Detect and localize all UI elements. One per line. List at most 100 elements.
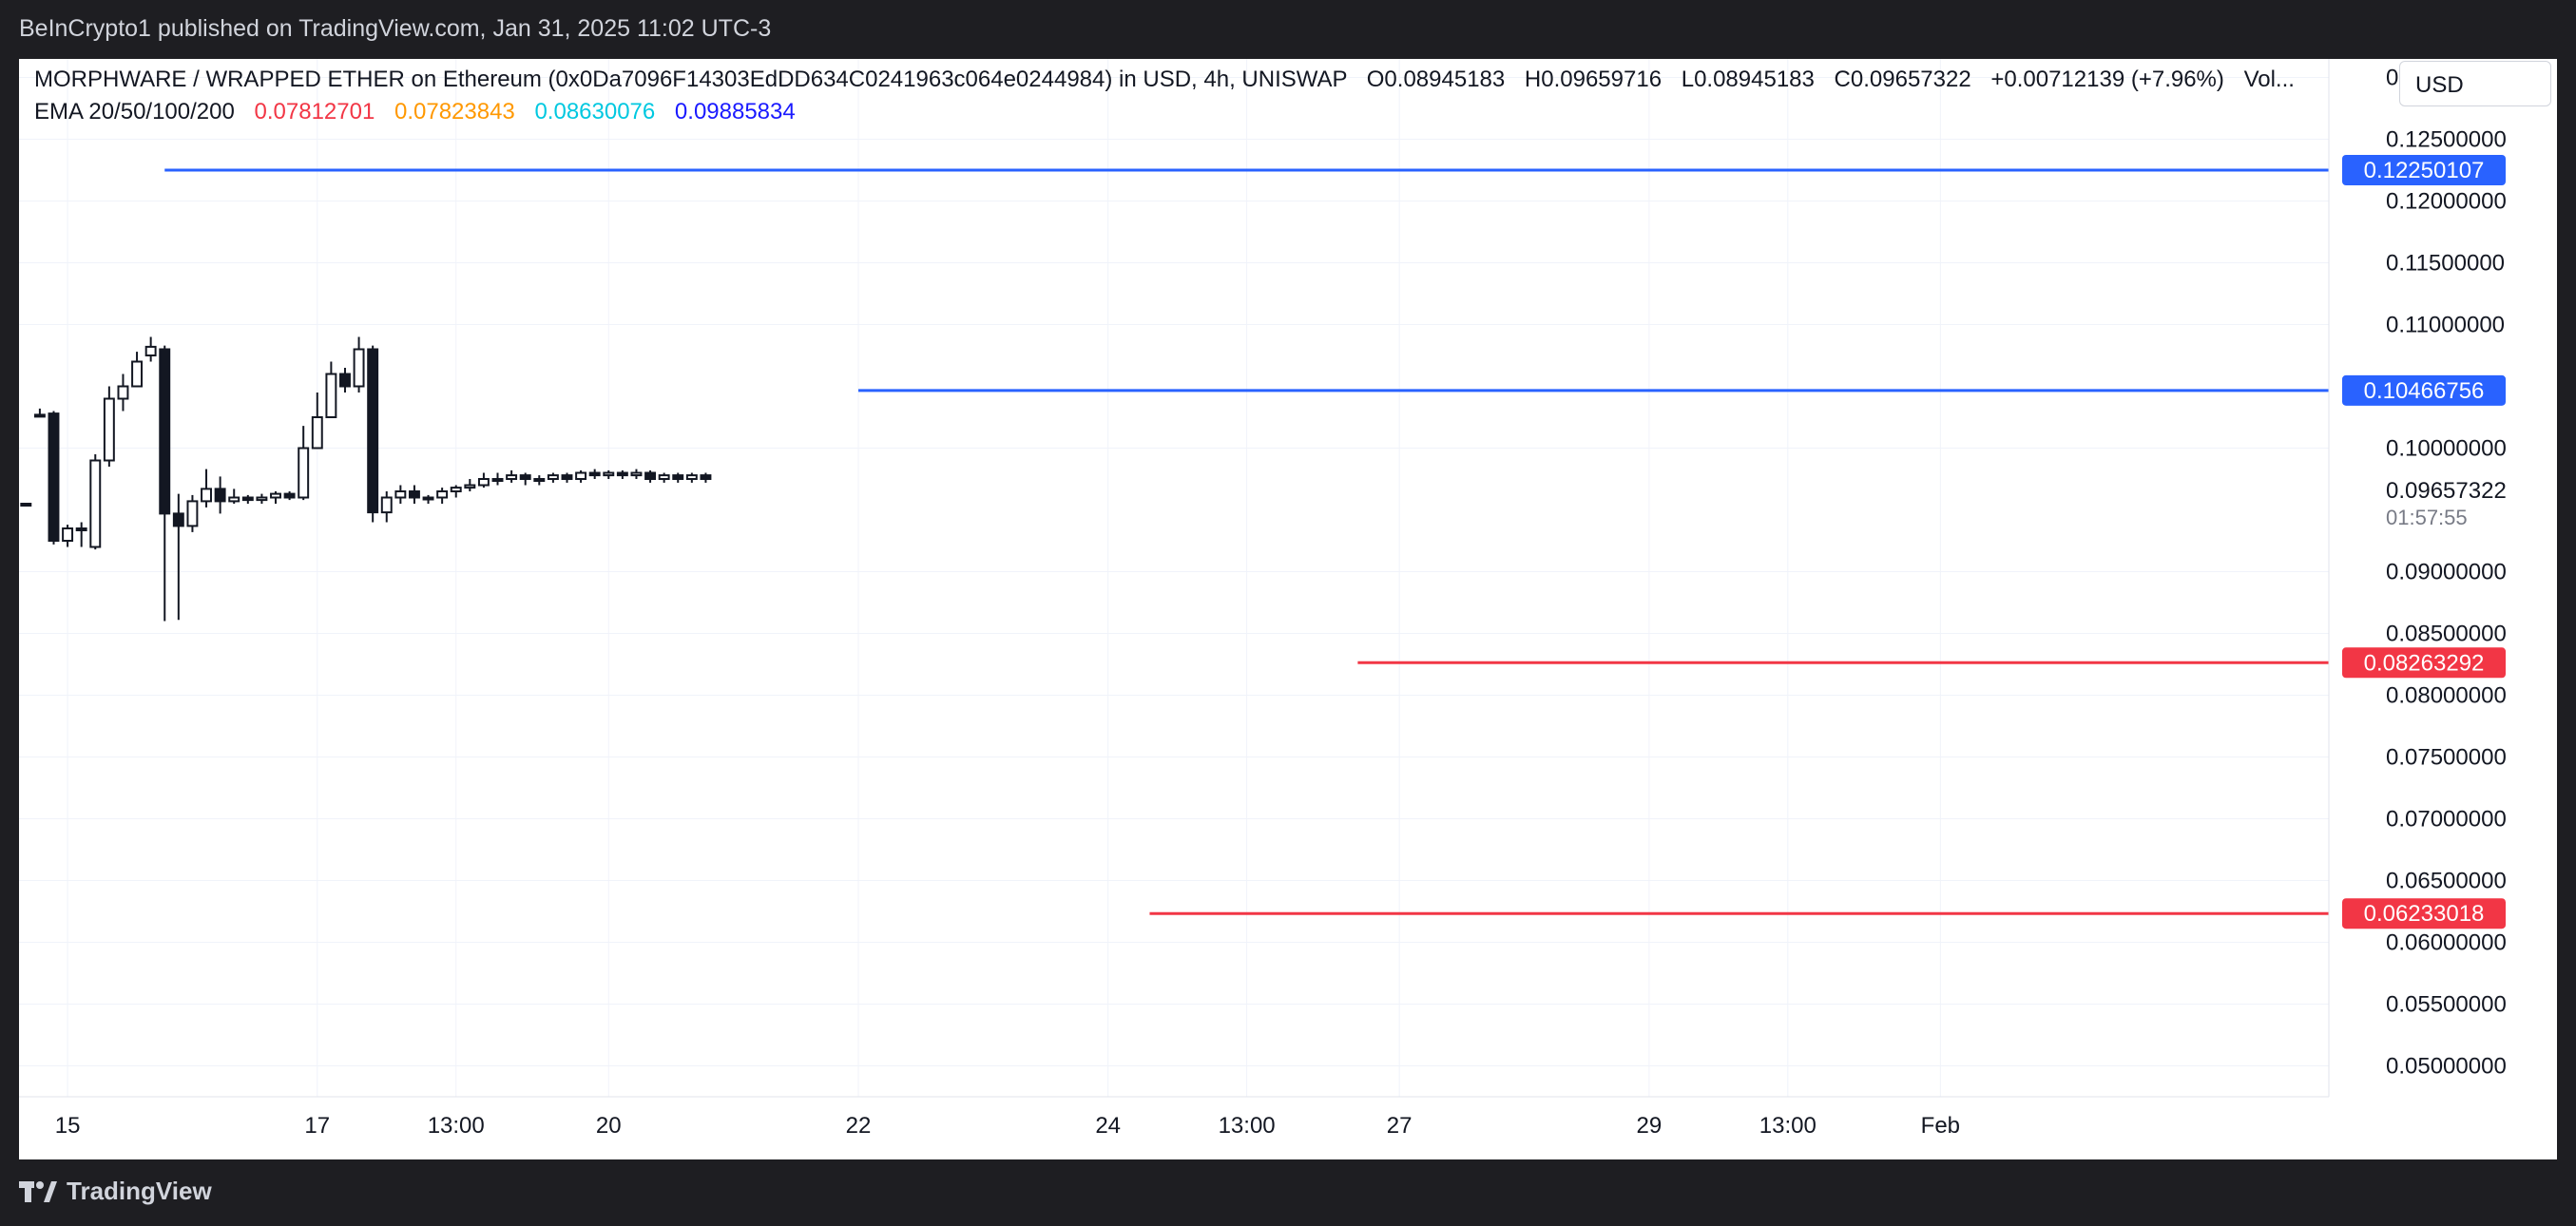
symbol-legend: MORPHWARE / WRAPPED ETHER on Ethereum (0…: [34, 67, 2295, 93]
candle-body: [131, 360, 144, 388]
candle-body: [172, 512, 184, 527]
candle-up: [658, 472, 670, 483]
candle-body: [48, 412, 60, 542]
candle-body: [519, 474, 531, 481]
time-tick-label: 13:00: [428, 1113, 485, 1139]
candle-up: [89, 454, 102, 550]
candle-up: [20, 503, 32, 507]
level-tag-label: 0.12250107: [2364, 158, 2485, 183]
chart-frame[interactable]: 0.05000000 0.05500000 0.06000000 0.06500000…: [19, 59, 2557, 1159]
candle-body: [506, 474, 518, 481]
candle-body: [353, 348, 365, 388]
candle-body: [186, 500, 199, 527]
candle-down: [408, 485, 420, 504]
candle-up: [450, 485, 462, 498]
candle-body: [339, 373, 351, 388]
level-tag-label: 0.08263292: [2364, 650, 2485, 676]
price-tick-label: 0.12000000: [2386, 189, 2507, 215]
candle-up: [394, 485, 407, 504]
candle-up: [144, 336, 157, 362]
last-price-label: 0.09657322: [2386, 478, 2507, 504]
candle-up: [298, 426, 310, 501]
published-info: BeInCrypto1 published on TradingView.com…: [19, 15, 772, 42]
candle-up: [270, 491, 281, 504]
grid-layer: [19, 59, 2329, 1097]
candle-body: [89, 459, 102, 548]
level-tag-label: 0.10466756: [2364, 378, 2485, 404]
level-tag-bg: [2342, 374, 2506, 406]
candle-body: [283, 492, 296, 499]
time-tick-label: 17: [304, 1113, 330, 1139]
candle-up: [464, 479, 476, 491]
candle-body: [700, 474, 712, 481]
candle-body: [380, 496, 393, 514]
candle-body: [33, 413, 46, 418]
ema-20-value: 0.07812701: [254, 99, 375, 125]
candle-up: [325, 361, 337, 418]
candle-up: [131, 352, 144, 388]
candle-body: [298, 447, 310, 499]
ema-legend: EMA 20/50/100/200 0.07812701 0.07823843 …: [34, 99, 796, 125]
volume-label: Vol...: [2243, 67, 2295, 92]
level-layer: [164, 168, 2329, 915]
level-tag-bg: [2342, 154, 2506, 185]
candle-body: [422, 496, 434, 501]
symbol-title[interactable]: MORPHWARE / WRAPPED ETHER on Ethereum (0…: [34, 67, 1348, 92]
candle-body: [575, 471, 587, 480]
candle-body: [533, 478, 546, 482]
price-tick-label: 0.05000000: [2386, 1054, 2507, 1080]
price-tick-label: 0.10000000: [2386, 436, 2507, 462]
candle-body: [75, 527, 87, 531]
candle-body: [325, 373, 337, 418]
candle-down: [48, 411, 60, 545]
tradingview-brand[interactable]: TradingView: [19, 1177, 212, 1206]
candle-up: [311, 393, 323, 450]
time-tick-label: Feb: [1921, 1113, 1960, 1139]
candle-body: [103, 397, 115, 462]
bottom-bar: TradingView: [0, 1159, 2576, 1226]
level-price-tag: 0.06233018: [2342, 898, 2506, 929]
candle-up: [117, 374, 129, 412]
currency-selector[interactable]: USD: [2399, 61, 2551, 106]
ema-title[interactable]: EMA 20/50/100/200: [34, 99, 235, 125]
candle-body: [616, 471, 628, 477]
candle-down: [241, 494, 254, 504]
candle-up: [422, 494, 434, 504]
price-tick-label: 0.07000000: [2386, 807, 2507, 833]
candle-body: [588, 471, 601, 477]
candle-down: [519, 472, 531, 486]
candle-body: [270, 492, 281, 499]
price-tick-label: 0.11500000: [2386, 251, 2505, 277]
time-tick-label: 13:00: [1759, 1113, 1817, 1139]
candle-body: [311, 416, 323, 450]
candle-body: [367, 348, 379, 514]
candle-up: [186, 494, 199, 532]
candle-body: [644, 471, 657, 480]
level-price-tag: 0.12250107: [2342, 154, 2506, 185]
candle-body: [62, 527, 74, 542]
ohlc-close: C0.09657322: [1834, 67, 1971, 92]
ema-50-value: 0.07823843: [394, 99, 515, 125]
candle-down: [616, 469, 628, 479]
candle-up: [533, 475, 546, 486]
time-tick-label: 27: [1387, 1113, 1413, 1139]
ohlc-change: +0.00712139 (+7.96%): [1990, 67, 2224, 92]
ohlc-high: H0.09659716: [1524, 67, 1663, 92]
price-tick-label: 0.05500000: [2386, 992, 2507, 1018]
price-tick-label: 0.12500000: [2386, 127, 2507, 153]
candle-body: [658, 474, 670, 481]
candle-body: [408, 490, 420, 499]
chart-canvas[interactable]: 0.05000000 0.05500000 0.06000000 0.06500000…: [19, 59, 2557, 1159]
ema-100-value: 0.08630076: [534, 99, 656, 125]
ohlc-open: O0.08945183: [1366, 67, 1506, 92]
candle-body: [228, 496, 240, 503]
candle-down: [159, 345, 171, 622]
level-price-tag: 0.08263292: [2342, 647, 2506, 679]
level-tag-bg: [2342, 647, 2506, 679]
candle-up: [228, 488, 240, 504]
candle-up: [547, 472, 559, 483]
candle-body: [450, 487, 462, 493]
candle-down: [588, 469, 601, 479]
candle-up: [380, 491, 393, 523]
candle-up: [630, 469, 643, 479]
